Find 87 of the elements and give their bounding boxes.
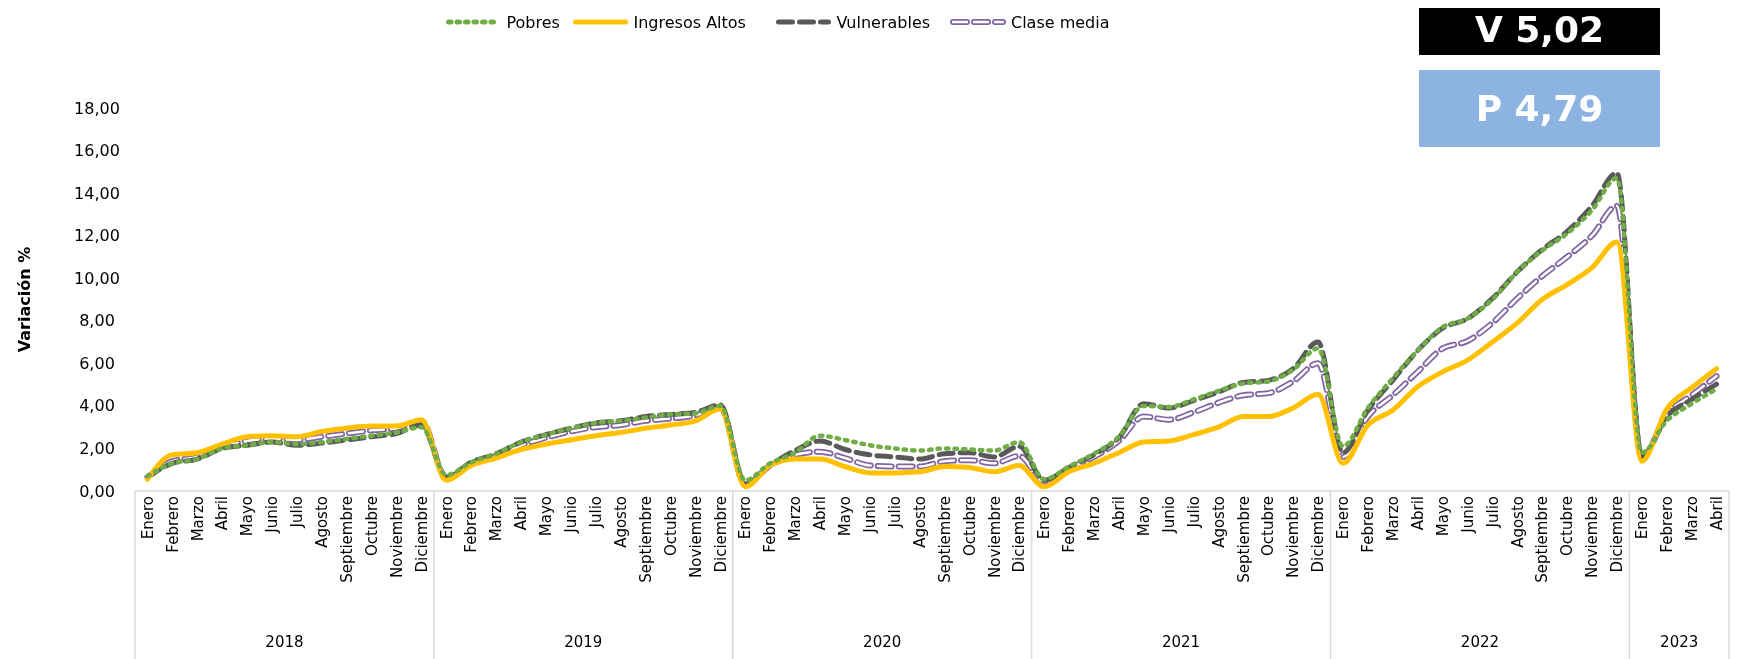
x-tick-label: Diciembre xyxy=(1608,496,1627,573)
x-tick-label: Agosto xyxy=(910,496,929,548)
x-tick-label: Octubre xyxy=(960,496,979,557)
text: 2023 xyxy=(1660,633,1699,651)
x-tick-label: Abril xyxy=(1110,496,1129,531)
x-tick-label: Octubre xyxy=(1259,496,1278,557)
y-tick-label: 8,00 xyxy=(79,311,115,331)
x-tick-label: Febrero xyxy=(462,496,481,553)
x-tick-label: Agosto xyxy=(1209,496,1228,548)
x-tick-label: Marzo xyxy=(487,496,506,542)
x-tick-label: Mayo xyxy=(238,496,257,537)
y-tick-label: 4,00 xyxy=(79,396,115,416)
legend-label: Pobres xyxy=(506,12,560,32)
x-tick-label: Noviembre xyxy=(1284,496,1303,578)
x-tick-label: Abril xyxy=(213,496,232,531)
legend-label: Ingresos Altos xyxy=(633,12,746,32)
text: 2018 xyxy=(265,633,304,651)
x-tick-label: Noviembre xyxy=(686,496,705,578)
x-tick-label: Enero xyxy=(138,496,157,540)
x-tick-label: Noviembre xyxy=(1583,496,1602,578)
text: V 5,02 xyxy=(1474,9,1605,51)
x-tick-label: Mayo xyxy=(537,496,556,537)
y-tick-label: 16,00 xyxy=(74,141,120,161)
x-tick-label: Julio xyxy=(288,496,307,529)
x-tick-label: Junio xyxy=(860,496,879,534)
text: 2020 xyxy=(863,633,902,651)
x-tick-label: Marzo xyxy=(1085,496,1104,542)
x-tick-label: Julio xyxy=(885,496,904,529)
x-tick-label: Mayo xyxy=(1433,496,1452,537)
x-tick-label: Junio xyxy=(562,496,581,534)
x-tick-label: Octubre xyxy=(661,496,680,557)
x-tick-label: Diciembre xyxy=(711,496,730,573)
y-tick-label: 18,00 xyxy=(74,98,120,118)
y-tick-label: 10,00 xyxy=(74,268,120,288)
x-tick-label: Mayo xyxy=(1134,496,1153,537)
y-tick-label: 2,00 xyxy=(79,439,115,459)
y-axis-title: Variación % xyxy=(14,246,34,353)
x-tick-label: Septiembre xyxy=(1533,496,1552,583)
x-tick-label: Junio xyxy=(263,496,282,534)
x-tick-label: Diciembre xyxy=(1309,496,1328,573)
x-tick-label: Agosto xyxy=(1508,496,1527,548)
x-tick-label: Mayo xyxy=(836,496,855,537)
x-tick-label: Enero xyxy=(1334,496,1353,540)
y-tick-label: 0,00 xyxy=(79,481,115,501)
x-tick-label: Agosto xyxy=(313,496,332,548)
text: 2019 xyxy=(564,633,603,651)
x-tick-label: Agosto xyxy=(611,496,630,548)
x-tick-label: Junio xyxy=(1159,496,1178,534)
x-tick-label: Septiembre xyxy=(636,496,655,583)
x-tick-label: Febrero xyxy=(1359,496,1378,553)
x-tick-label: Septiembre xyxy=(337,496,356,583)
x-tick-label: Octubre xyxy=(1558,496,1577,557)
x-tick-label: Diciembre xyxy=(412,496,431,573)
x-tick-label: Febrero xyxy=(163,496,182,553)
x-tick-label: Diciembre xyxy=(1010,496,1029,573)
x-tick-label: Julio xyxy=(587,496,606,529)
x-tick-label: Febrero xyxy=(761,496,780,553)
x-tick-label: Enero xyxy=(437,496,456,540)
x-tick-label: Abril xyxy=(1408,496,1427,531)
legend-label: Clase media xyxy=(1011,12,1110,32)
text: 2022 xyxy=(1460,633,1500,651)
x-tick-label: Marzo xyxy=(188,496,207,542)
x-tick-label: Julio xyxy=(1483,496,1502,529)
x-tick-label: Abril xyxy=(811,496,830,531)
x-tick-label: Febrero xyxy=(1657,496,1676,553)
x-tick-label: Octubre xyxy=(362,496,381,557)
annotation: P 4,79 xyxy=(1475,88,1604,130)
y-tick-label: 12,00 xyxy=(74,226,120,246)
x-tick-label: Marzo xyxy=(1384,496,1403,542)
x-tick-label: Noviembre xyxy=(387,496,406,578)
x-tick-label: Febrero xyxy=(1060,496,1079,553)
x-tick-label: Enero xyxy=(736,496,755,540)
x-tick-label: Abril xyxy=(512,496,531,531)
x-tick-label: Septiembre xyxy=(935,496,954,583)
y-tick-label: 14,00 xyxy=(74,183,120,203)
x-tick-label: Abril xyxy=(1707,496,1726,531)
x-tick-label: Noviembre xyxy=(985,496,1004,578)
x-tick-label: Marzo xyxy=(1682,496,1701,542)
legend-label: Vulnerables xyxy=(836,12,931,32)
x-tick-label: Septiembre xyxy=(1234,496,1253,583)
x-tick-label: Enero xyxy=(1035,496,1054,540)
x-tick-label: Junio xyxy=(1458,496,1477,534)
x-tick-label: Marzo xyxy=(786,496,805,542)
x-tick-label: Enero xyxy=(1633,496,1652,540)
y-tick-label: 6,00 xyxy=(79,353,115,373)
x-tick-label: Julio xyxy=(1184,496,1203,529)
text: 2021 xyxy=(1161,633,1201,651)
